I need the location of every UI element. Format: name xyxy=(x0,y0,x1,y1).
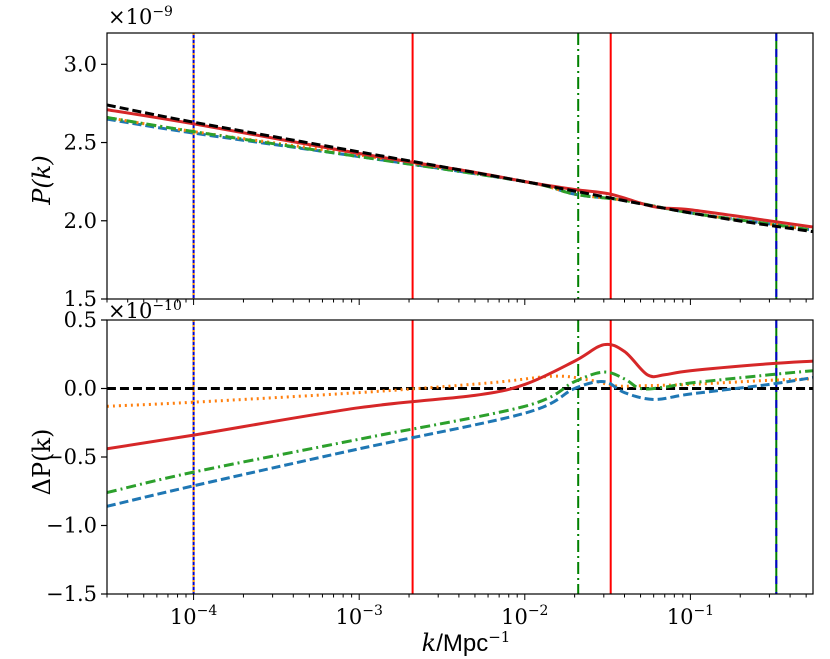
top-panel: 1.5 2.0 2.5 3.0 xyxy=(64,32,814,311)
ytick-label: −1.5 xyxy=(46,582,97,606)
series-red-top xyxy=(107,108,813,229)
top-offset-text: ×10−9 xyxy=(108,4,173,29)
ytick-label: 3.0 xyxy=(64,52,97,76)
xtick-label: 10−2 xyxy=(501,603,548,629)
ytick-label: 0.0 xyxy=(64,377,97,401)
bottom-offset-text: ×10−10 xyxy=(108,298,182,323)
ytick-label: −0.5 xyxy=(46,445,97,469)
xtick-label: 10−4 xyxy=(170,603,217,629)
xtick-label: 10−1 xyxy=(667,603,714,629)
axes-frame xyxy=(106,32,814,300)
xtick-label: 10−3 xyxy=(336,603,383,629)
ytick-label: 2.5 xyxy=(64,131,97,155)
x-axis-label: k/Mpc−1 xyxy=(422,628,511,657)
axes-frame xyxy=(106,319,814,595)
ytick-label: 1.5 xyxy=(64,287,97,311)
bottom-ylabel: ΔP(k) xyxy=(28,429,56,496)
series-blue-bottom xyxy=(107,376,813,508)
series-red-bottom xyxy=(107,342,813,451)
series-reference-top xyxy=(107,103,813,234)
ytick-label: 0.5 xyxy=(64,308,97,332)
bottom-panel: −1.5 −1.0 −0.5 0.0 0.5 10−4 10−3 10−2 10−1 xyxy=(46,308,814,629)
ytick-label: 2.0 xyxy=(64,209,97,233)
top-ylabel: P(k) xyxy=(28,155,56,205)
series-green-bottom xyxy=(107,369,813,495)
ytick-label: −1.0 xyxy=(46,514,97,538)
series-orange-bottom xyxy=(107,374,813,408)
